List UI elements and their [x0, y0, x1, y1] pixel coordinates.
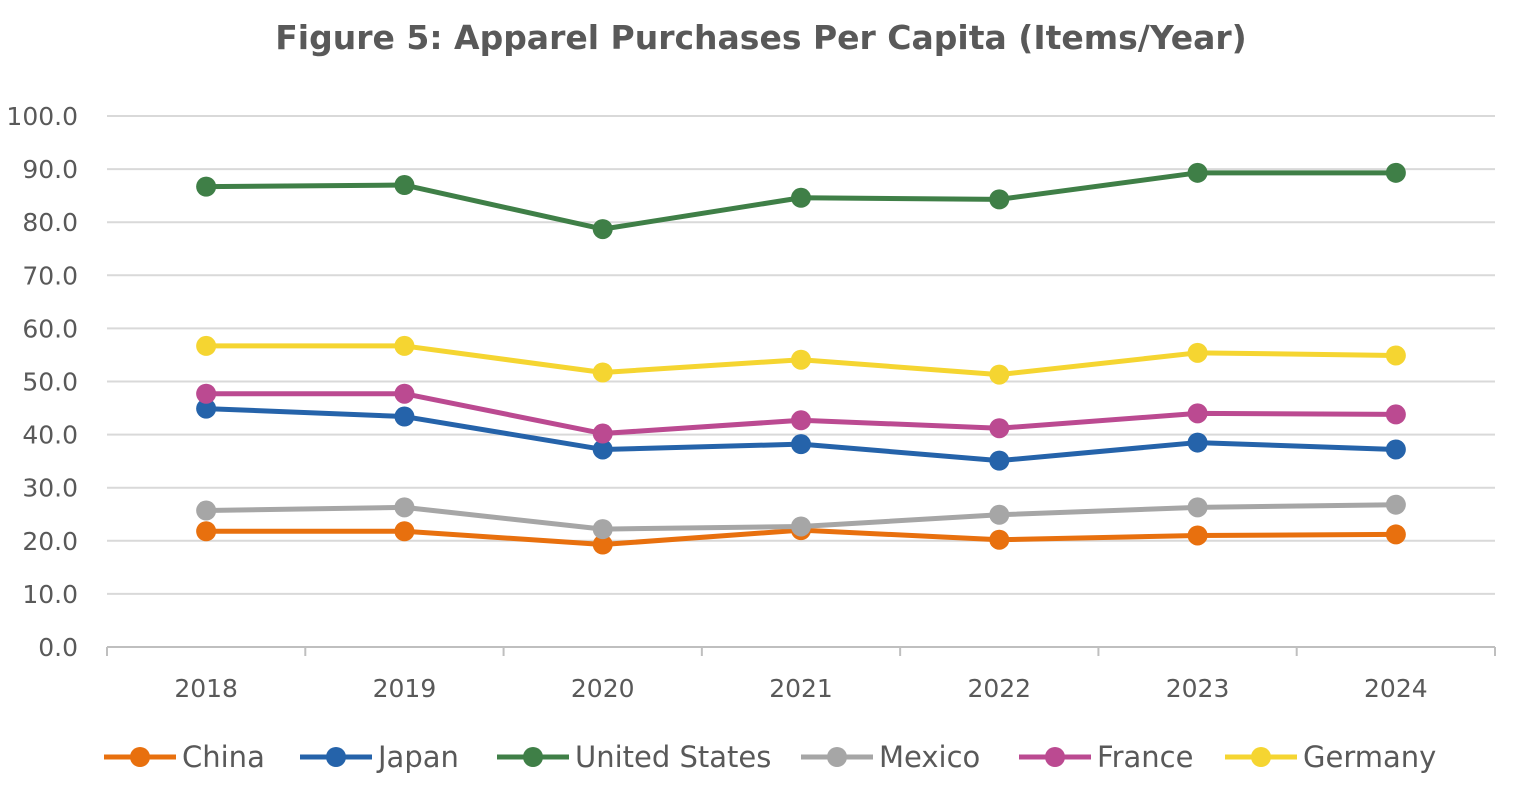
legend-label: Germany	[1303, 740, 1436, 774]
x-tick-label: 2019	[373, 674, 437, 703]
y-tick-label: 80.0	[22, 208, 78, 237]
data-point	[196, 335, 217, 356]
data-point	[394, 521, 415, 542]
legend-marker	[523, 747, 543, 767]
y-tick-label: 40.0	[22, 421, 78, 450]
legend-item: United States	[497, 740, 771, 774]
data-point	[1187, 497, 1208, 518]
data-point	[196, 521, 217, 542]
x-tick-label: 2018	[174, 674, 238, 703]
data-point	[989, 189, 1010, 210]
x-tick-label: 2024	[1364, 674, 1428, 703]
y-axis-tick-labels: 0.0 10.0 20.0 30.0 40.0 50.0 60.0 70.0 80.0 90.0 1…	[6, 102, 78, 662]
data-point	[1187, 432, 1208, 453]
data-point	[989, 529, 1010, 550]
data-point	[1385, 439, 1406, 460]
legend-label: United States	[575, 740, 771, 774]
data-point	[989, 450, 1010, 471]
y-tick-label: 100.0	[6, 102, 78, 131]
data-point	[791, 187, 811, 208]
series-france	[196, 383, 1406, 444]
y-tick-label: 20.0	[22, 527, 78, 556]
y-tick-label: 50.0	[22, 368, 78, 397]
legend-item: China	[104, 740, 265, 774]
x-tick-label: 2022	[967, 674, 1031, 703]
legend-marker	[326, 747, 346, 767]
legend-item: France	[1019, 740, 1193, 774]
data-point	[1187, 342, 1208, 363]
data-point	[196, 500, 217, 521]
data-point	[592, 423, 613, 444]
data-point	[1187, 525, 1208, 546]
data-point	[989, 364, 1010, 385]
y-tick-label: 90.0	[22, 155, 78, 184]
y-tick-label: 0.0	[38, 633, 78, 662]
data-point	[592, 439, 613, 460]
data-point	[196, 176, 217, 197]
legend-item: Mexico	[801, 740, 980, 774]
x-tick-label: 2020	[571, 674, 635, 703]
data-point	[791, 516, 811, 537]
legend-marker	[827, 747, 847, 767]
legend: China Japan United States Mexico France Germa…	[104, 740, 1436, 774]
data-point	[791, 410, 811, 431]
gridlines	[107, 115, 1495, 595]
legend-marker	[130, 747, 150, 767]
data-point	[1385, 404, 1406, 425]
series-germany	[196, 335, 1406, 385]
series-japan	[196, 398, 1406, 471]
data-point	[1385, 494, 1406, 515]
series-united-states	[196, 162, 1406, 240]
data-point	[592, 534, 613, 555]
data-point	[1385, 524, 1406, 545]
data-point	[592, 219, 613, 240]
data-point	[791, 434, 811, 455]
data-point	[1385, 345, 1406, 366]
x-axis-tick-labels: 2018 2019 2020 2021 2022 2023 2024	[174, 674, 1427, 703]
y-tick-label: 30.0	[22, 474, 78, 503]
legend-marker	[1045, 747, 1065, 767]
data-point	[196, 383, 217, 404]
series-mexico	[196, 494, 1406, 540]
chart-title: Figure 5: Apparel Purchases Per Capita (…	[275, 18, 1247, 57]
data-point	[394, 335, 415, 356]
legend-item: Germany	[1225, 740, 1436, 774]
data-point	[196, 398, 217, 419]
legend-label: China	[182, 740, 265, 774]
y-tick-label: 60.0	[22, 314, 78, 343]
legend-marker	[1251, 747, 1271, 767]
data-point	[394, 406, 415, 427]
legend-label: France	[1097, 740, 1193, 774]
data-point	[989, 418, 1010, 439]
series-lines	[196, 162, 1406, 555]
legend-item: Japan	[300, 740, 459, 774]
data-point	[592, 519, 613, 540]
y-tick-label: 70.0	[22, 261, 78, 290]
data-point	[989, 504, 1010, 525]
data-point	[394, 497, 415, 518]
data-point	[394, 383, 415, 404]
x-tick-label: 2023	[1166, 674, 1230, 703]
data-point	[394, 175, 415, 196]
data-point	[1187, 162, 1208, 183]
data-point	[1187, 403, 1208, 424]
data-point	[592, 362, 613, 383]
x-axis	[106, 646, 1496, 656]
x-tick-label: 2021	[769, 674, 833, 703]
legend-label: Mexico	[879, 740, 980, 774]
y-tick-label: 10.0	[22, 580, 78, 609]
legend-label: Japan	[376, 740, 459, 774]
data-point	[1385, 162, 1406, 183]
data-point	[791, 349, 811, 370]
